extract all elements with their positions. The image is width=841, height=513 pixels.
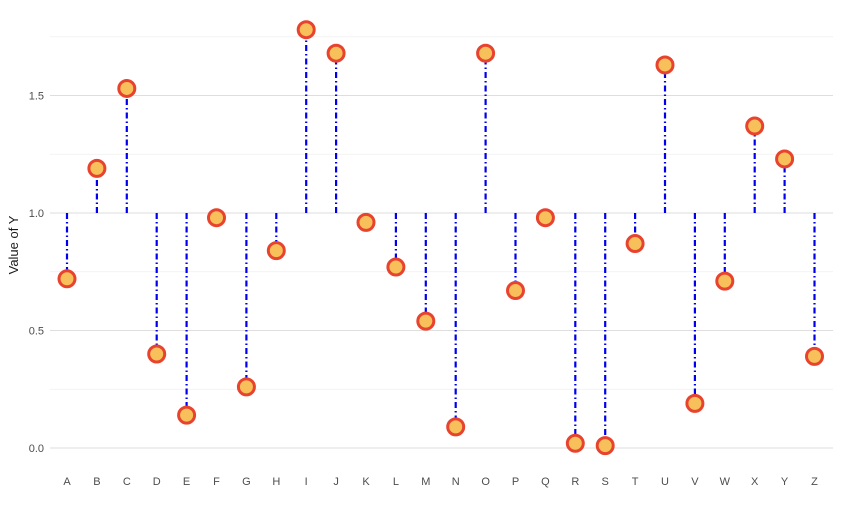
- point-V: [685, 393, 705, 413]
- x-tick-label: O: [481, 476, 490, 488]
- x-tick-label: U: [661, 476, 669, 488]
- x-tick-label: A: [63, 476, 71, 488]
- x-tick-label: D: [153, 476, 161, 488]
- x-tick-label: H: [272, 476, 280, 488]
- x-tick-label: W: [720, 476, 731, 488]
- x-tick-label: C: [123, 476, 131, 488]
- x-tick-label: F: [213, 476, 220, 488]
- x-tick-label: E: [183, 476, 190, 488]
- x-tick-label: J: [333, 476, 339, 488]
- lollipop-points: [57, 20, 824, 456]
- point-F: [207, 208, 226, 228]
- x-tick-label: K: [362, 476, 370, 488]
- point-A: [57, 269, 77, 289]
- point-C: [117, 78, 137, 98]
- grid-lines: [50, 36, 833, 449]
- y-tick-label: 0.5: [29, 326, 44, 338]
- point-L: [386, 257, 406, 277]
- x-tick-labels: A B C D E F G H I J K L M N O P Q R S T U V W X Y Z: [63, 476, 818, 488]
- point-H: [266, 241, 286, 261]
- x-tick-label: L: [393, 476, 399, 488]
- point-R: [565, 433, 585, 453]
- point-X: [745, 116, 765, 136]
- x-tick-label: M: [421, 476, 430, 488]
- point-M: [416, 311, 436, 331]
- x-tick-label: Q: [541, 476, 550, 488]
- x-tick-label: P: [512, 476, 519, 488]
- point-W: [715, 271, 735, 291]
- point-B: [87, 158, 107, 178]
- y-tick-label: 1.0: [29, 208, 44, 220]
- x-tick-label: Y: [781, 476, 789, 488]
- x-tick-label: B: [93, 476, 100, 488]
- point-Z: [805, 346, 824, 366]
- lollipop-stems: [65, 29, 816, 446]
- x-tick-label: G: [242, 476, 251, 488]
- point-J: [326, 43, 346, 63]
- point-S: [595, 436, 615, 456]
- point-Y: [775, 149, 795, 169]
- point-K: [356, 212, 376, 232]
- point-E: [177, 405, 197, 425]
- y-tick-labels: 0.0 0.5 1.0 1.5: [29, 91, 44, 456]
- point-U: [655, 55, 675, 75]
- point-D: [147, 344, 167, 364]
- x-tick-label: N: [452, 476, 460, 488]
- x-tick-label: X: [751, 476, 759, 488]
- point-I: [296, 20, 316, 40]
- point-P: [506, 281, 525, 301]
- x-tick-label: Z: [811, 476, 818, 488]
- point-Q: [535, 208, 555, 228]
- x-tick-label: T: [632, 476, 639, 488]
- x-tick-label: S: [602, 476, 609, 488]
- point-O: [476, 43, 496, 63]
- y-tick-label: 1.5: [29, 91, 44, 103]
- y-tick-label: 0.0: [29, 443, 44, 455]
- y-axis-title: Value of Y: [6, 215, 21, 274]
- point-G: [236, 377, 256, 397]
- point-N: [446, 417, 466, 437]
- x-tick-label: R: [571, 476, 579, 488]
- x-tick-label: V: [691, 476, 699, 488]
- point-T: [625, 234, 645, 254]
- x-tick-label: I: [305, 476, 308, 488]
